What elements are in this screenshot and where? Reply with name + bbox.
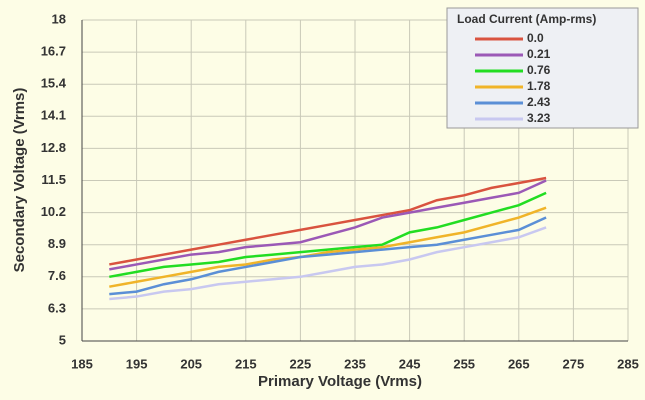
x-tick-label: 215: [235, 356, 257, 371]
y-tick-label: 11.5: [41, 172, 66, 187]
x-tick-label: 245: [399, 356, 421, 371]
legend-label: 0.21: [527, 47, 551, 61]
x-axis-label: Primary Voltage (Vrms): [258, 373, 422, 390]
series-line: [109, 179, 547, 271]
legend-label: 3.23: [527, 111, 551, 125]
y-tick-label: 10.2: [41, 204, 66, 219]
y-tick-label: 8.9: [48, 236, 66, 251]
x-tick-label: 185: [71, 356, 93, 371]
y-tick-label: 14.1: [41, 108, 66, 123]
y-tick-label: 16.7: [41, 44, 66, 59]
series-line: [109, 176, 547, 266]
x-tick-label: 195: [126, 356, 148, 371]
x-tick-label: 205: [180, 356, 202, 371]
y-tick-label: 6.3: [48, 300, 66, 315]
x-tick-label: 225: [290, 356, 312, 371]
y-tick-label: 12.8: [41, 140, 66, 155]
series-line: [109, 191, 547, 279]
x-tick-label: 285: [617, 356, 639, 371]
legend-box: [446, 7, 639, 129]
series-line: [109, 226, 547, 301]
legend-label: 1.78: [527, 79, 551, 93]
legend-label: 2.43: [527, 95, 551, 109]
legend-label: 0.0: [527, 31, 544, 45]
y-tick-label: 18: [52, 11, 66, 26]
legend-title: Load Current (Amp-rms): [457, 12, 596, 26]
y-tick-label: 7.6: [48, 268, 66, 283]
x-tick-label: 265: [508, 356, 530, 371]
x-tick-label: 235: [344, 356, 366, 371]
series-line: [109, 216, 547, 296]
x-tick-label: 255: [453, 356, 475, 371]
y-axis-label: Secondary Voltage (Vrms): [11, 88, 28, 273]
legend-label: 0.76: [527, 63, 551, 77]
y-tick-label: 15.4: [41, 76, 67, 91]
series-line: [109, 206, 547, 288]
x-tick-label: 275: [563, 356, 585, 371]
y-tick-label: 5: [59, 332, 66, 347]
